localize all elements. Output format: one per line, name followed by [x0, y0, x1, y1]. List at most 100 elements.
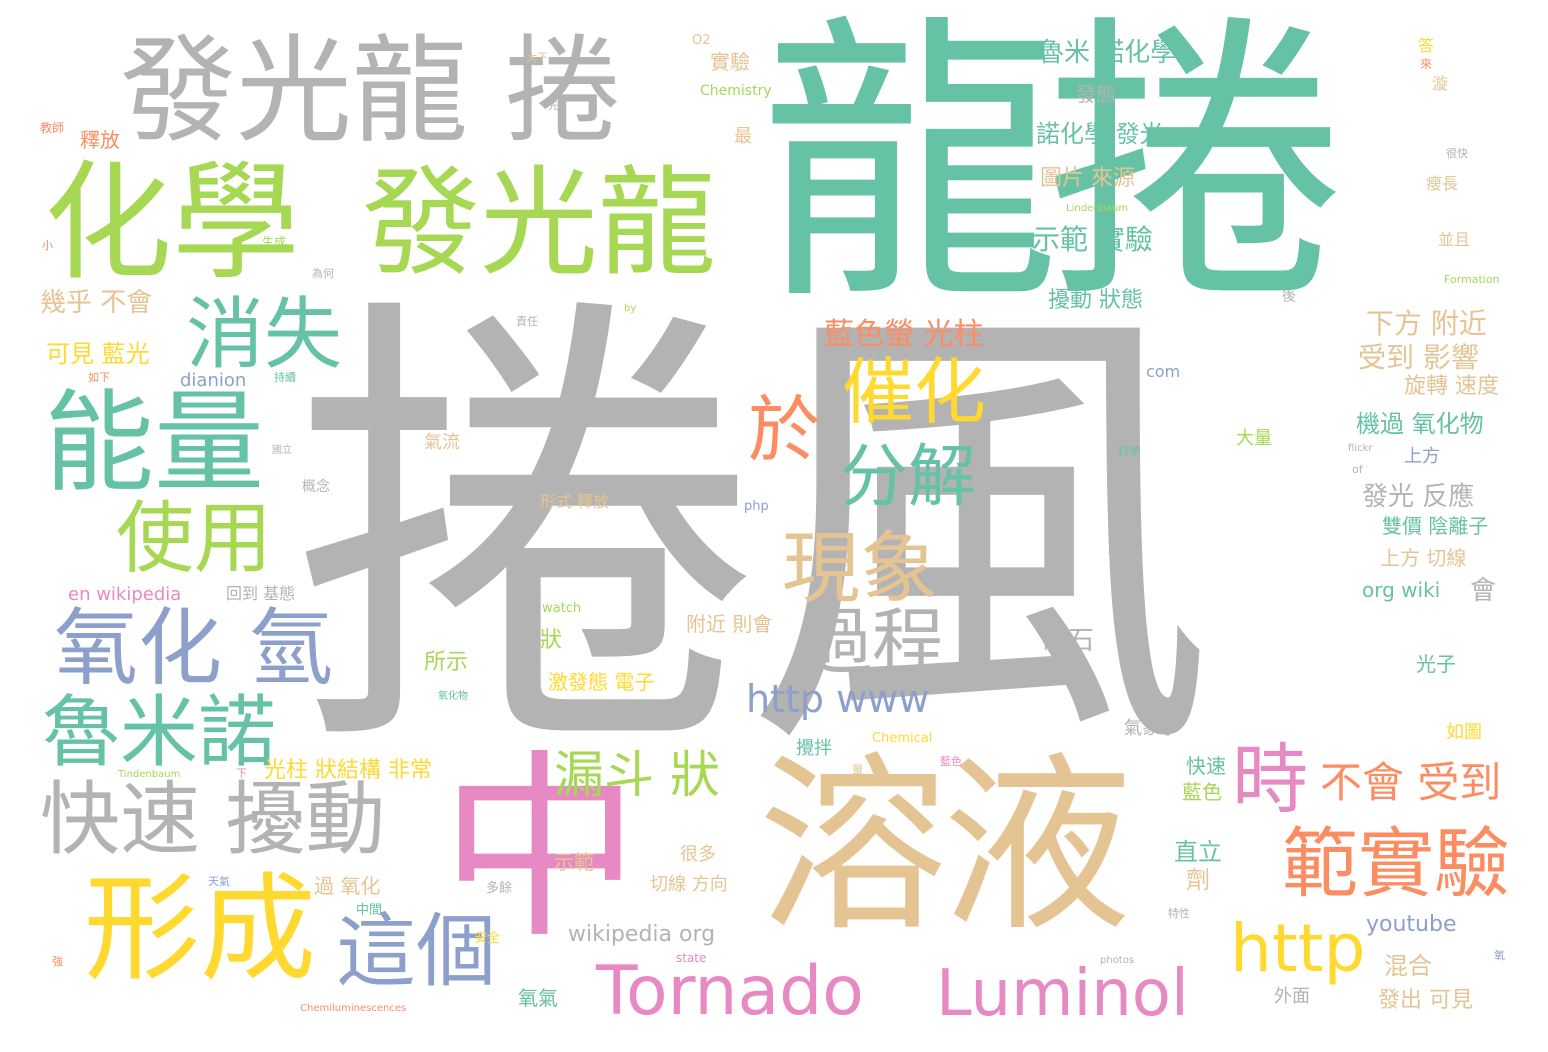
word-watch: watch: [542, 601, 582, 616]
word-raodong-zhuangtai: 擾動 狀態: [1048, 288, 1143, 313]
word-qixiangxue: 氣象學: [1124, 718, 1178, 739]
word-cuihua: 催化: [842, 350, 987, 434]
word-zhege: 這個: [336, 905, 496, 998]
word-guo-yanghua: 過 氧化: [314, 874, 381, 898]
word-photos: photos: [1100, 955, 1135, 966]
word-ruhe: 如圖: [1446, 722, 1482, 743]
word-juanfeng: 捲風: [292, 261, 1214, 808]
word-lai: 來: [1420, 57, 1433, 71]
word-waimian: 外面: [1274, 986, 1310, 1007]
word-chemiluminescence: Chemiluminescences: [300, 1003, 407, 1014]
word-cishi: 磁石: [1042, 626, 1095, 656]
word-tupian-laiyuan: 圖片 來源: [1040, 166, 1135, 191]
word-tianqi: 天氣: [208, 875, 230, 888]
word-shengcheng: 生成: [262, 235, 287, 249]
word-shiyan-top: 實驗: [710, 50, 750, 74]
word-com: com: [1146, 362, 1181, 381]
word-xingcheng: 形成: [84, 862, 316, 997]
word-yu: 於: [748, 388, 821, 472]
word-qiang: 強: [52, 955, 63, 968]
word-tedian: 特性: [1168, 907, 1190, 920]
word-faguanglong-juan: 發光龍 捲: [120, 24, 621, 159]
word-wikipedia-org: wikipedia org: [568, 922, 716, 947]
word-longjuan: 龍捲: [760, 0, 1346, 340]
word-hui: 會: [1470, 576, 1497, 606]
word-chemical: Chemical: [872, 731, 933, 746]
word-jiaoban: 攪拌: [796, 738, 832, 759]
word-xiashi: 下: [236, 767, 247, 780]
word-dianion: dianion: [180, 370, 247, 391]
word-zhongli: 國立: [272, 445, 292, 456]
word-da: 答: [1418, 36, 1435, 55]
word-zuoyong: 作用: [1108, 547, 1130, 560]
word-nuohuaxue-faguang: 諾化學 發光: [1036, 120, 1164, 148]
word-yanghua-qing: 氧化 氫: [54, 599, 333, 697]
word-ruxia: 如下: [88, 371, 110, 384]
word-jiguo-yanghuawu: 機過 氧化物: [1356, 410, 1484, 438]
word-duoyu: 多餘: [486, 881, 513, 896]
word-henduo: 很多: [680, 844, 716, 865]
word-shifang: 釋放: [80, 128, 120, 152]
word-state: state: [676, 951, 707, 965]
word-suoshi: 所示: [424, 650, 469, 675]
word-weihe: 為何: [312, 267, 334, 280]
word-xiafang-fujin: 下方 附近: [1366, 307, 1487, 340]
word-xianxiang: 現象: [782, 524, 939, 614]
word-shi: 時: [1232, 735, 1308, 824]
word-guangzi: 光子: [1416, 652, 1456, 676]
word-kejian-languang: 可見 藍光: [46, 340, 150, 368]
word-lanseying-guangzhu: 藍色螢 光柱: [824, 317, 984, 352]
word-hunhe: 混合: [1384, 952, 1432, 980]
word-of: of: [1352, 463, 1363, 476]
word-rongye: 溶液: [758, 736, 1132, 957]
word-yang: 氧: [1494, 949, 1505, 962]
word-xuan: 漩: [1432, 74, 1449, 93]
word-guangzhu-zhuangjiegou-feichang: 光柱 狀結構 非常: [264, 758, 432, 783]
word-youtube: youtube: [1366, 912, 1457, 937]
word-en-wikipedia: en wikipedia: [68, 584, 182, 605]
word-chixu: 持續: [274, 371, 296, 384]
word-luminol: Luminol: [936, 957, 1189, 1031]
word-jifatai-dianzi: 激發態 電子: [548, 670, 655, 694]
word-flickr: flickr: [1348, 443, 1373, 454]
word-ji: 劑: [1186, 866, 1210, 894]
word-qiqi: 氧氣: [518, 986, 558, 1010]
word-fujin-zehui: 附近 則會: [686, 612, 773, 636]
word-kuaisu-raodong: 快速 擾動: [40, 773, 386, 866]
word-faguang-fanying: 發光 反應: [1362, 482, 1475, 512]
word-zhili: 直立: [1174, 838, 1222, 866]
word-shiyong: 使用: [116, 494, 273, 584]
word-daliang: 大量: [1236, 428, 1272, 449]
word-huidao-jitai: 回到 基態: [226, 584, 296, 603]
word-chemistry: Chemistry: [700, 83, 772, 99]
word-php: php: [744, 499, 769, 514]
word-qiexian-fangxiang: 切線 方向: [650, 874, 728, 895]
word-lindenbaum: Lindenbaum: [1066, 203, 1129, 214]
word-zhong: 中: [440, 733, 641, 966]
word-fenjie: 分解: [840, 438, 977, 517]
word-lumi-nuohuaxue: 魯米 諾化學: [1038, 38, 1177, 68]
word-fatai: 發態: [1076, 82, 1116, 106]
word-fanshiyan: 範實驗: [1282, 819, 1510, 908]
word-nengliang: 能量: [44, 379, 264, 507]
word-guocheng: 過程: [800, 600, 945, 684]
word-formation: Formation: [1444, 273, 1500, 286]
word-loudou-zhuang: 漏斗 狀: [554, 746, 720, 804]
word-by: by: [624, 303, 637, 314]
word-lanse2: 藍色: [940, 755, 962, 768]
word-hou: 後: [1282, 289, 1296, 305]
word-jiaoshi: 教師: [40, 121, 65, 135]
word-http-www: http www: [746, 677, 930, 721]
word-buhui-shoudao: 不會 受到: [1320, 758, 1502, 807]
word-huaxue: 化學: [44, 149, 301, 298]
word-lanse: 藍色: [1182, 780, 1222, 804]
word-hen-kuai: 很快: [1446, 147, 1468, 160]
word-qiliu: 氣流: [424, 432, 460, 453]
word-shuangjia-yinlizi: 雙價 陰離子: [1382, 514, 1489, 538]
word-kexue: 科學: [1118, 445, 1140, 458]
word-shifan-shiyan: 示範 實驗: [1032, 223, 1153, 256]
word-bingqie: 並且: [1438, 230, 1471, 249]
word-kuaisu: 快速: [1186, 754, 1226, 778]
word-dayu: 大下: [526, 51, 548, 64]
word-fachu-kejian: 發出 可見: [1378, 988, 1473, 1013]
